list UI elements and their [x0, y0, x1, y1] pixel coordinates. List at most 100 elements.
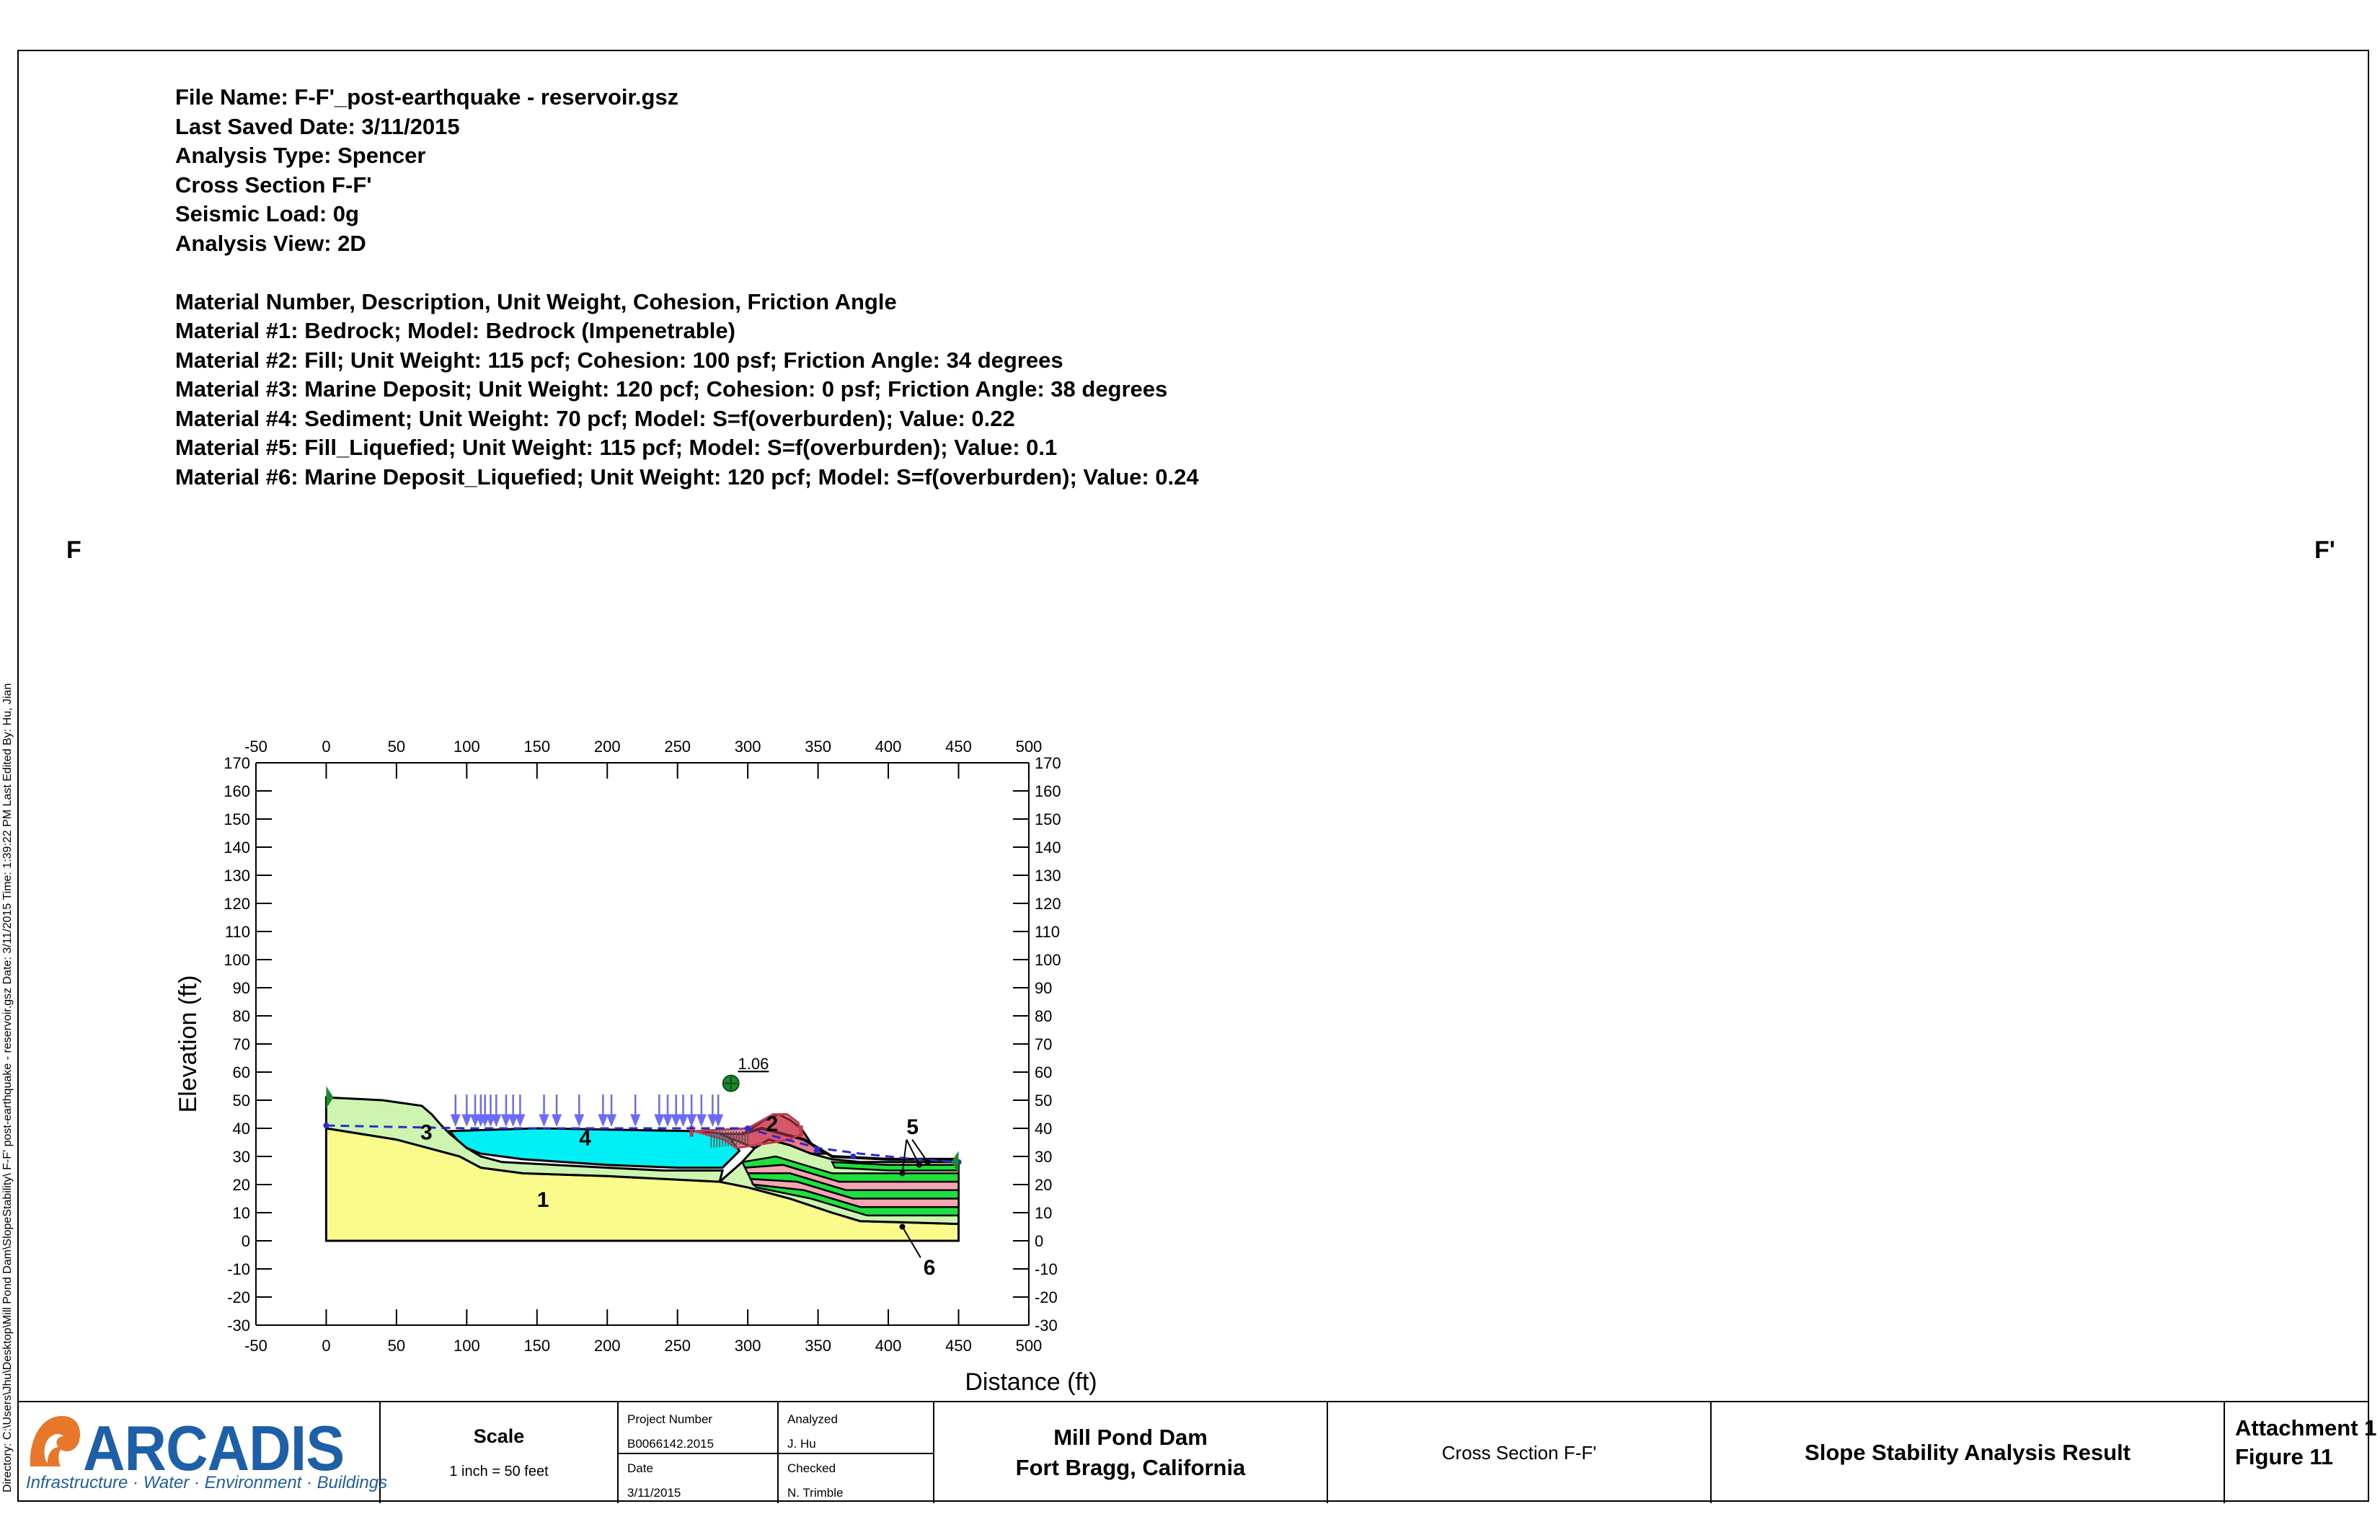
- y-tick-label-left: 90: [233, 979, 250, 997]
- x-tick-label-bottom: 450: [945, 1337, 972, 1355]
- y-tick-label-right: 150: [1035, 810, 1061, 828]
- analysis-info-block: File Name: F-F'_post-earthquake - reserv…: [175, 83, 1199, 492]
- y-tick-label-right: -30: [1035, 1316, 1058, 1335]
- material-label-3: 3: [420, 1121, 433, 1145]
- scale-label: Scale: [473, 1425, 525, 1447]
- load-arrow-head: [630, 1114, 641, 1128]
- marine-deposit-layer: [324, 1096, 725, 1183]
- x-tick-label-top: 50: [388, 738, 405, 756]
- material-leader-tip: [924, 1159, 931, 1165]
- x-tick-label-top: -50: [244, 738, 267, 756]
- y-tick-label-left: 160: [224, 782, 250, 800]
- y-tick-label-left: -30: [227, 1316, 250, 1335]
- y-axis-label: Elevation (ft): [174, 975, 202, 1113]
- right-boundary-flag: [951, 1151, 959, 1174]
- load-arrow-head: [654, 1114, 665, 1128]
- load-arrow-head: [461, 1114, 472, 1128]
- load-arrow-head: [574, 1114, 585, 1128]
- attachment-cell: Attachment 1 Figure 11: [2224, 1402, 2376, 1503]
- material-leader-tip: [899, 1223, 906, 1230]
- x-tick-label-top: 200: [594, 738, 621, 756]
- water-table-point: [850, 1154, 857, 1159]
- analyzed-value: J. Hu: [787, 1437, 816, 1451]
- x-tick-label-top: 350: [805, 738, 831, 756]
- y-tick-label-left: 60: [233, 1063, 250, 1081]
- y-tick-label-left: -20: [227, 1288, 250, 1306]
- cross-section-line: Cross Section F-F': [175, 172, 372, 198]
- checked-label: Checked: [787, 1461, 836, 1475]
- y-tick-label-left: 40: [233, 1120, 250, 1138]
- section-title: Cross Section F-F': [1441, 1441, 1597, 1464]
- material-5-line: Material #5: Fill_Liquefied; Unit Weight…: [175, 435, 1058, 460]
- x-tick-label-bottom: 0: [322, 1337, 330, 1355]
- material-3-line: Material #3: Marine Deposit; Unit Weight…: [175, 376, 1168, 402]
- y-tick-label-left: 150: [224, 810, 250, 828]
- load-arrow-head: [598, 1114, 609, 1128]
- x-tick-label-bottom: 300: [735, 1337, 761, 1355]
- x-tick-label-bottom: 150: [523, 1337, 550, 1355]
- project-number-value: B0066142.2015: [627, 1437, 715, 1451]
- y-tick-label-left: 80: [233, 1007, 250, 1025]
- material-header-line: Material Number, Description, Unit Weigh…: [175, 288, 897, 314]
- x-tick-label-top: 150: [523, 738, 550, 756]
- date-value: 3/11/2015: [627, 1486, 681, 1500]
- material-leader-line: [901, 1226, 921, 1258]
- arcadis-logo-icon: [30, 1416, 80, 1466]
- analysis-view-line: Analysis View: 2D: [175, 230, 366, 256]
- figure-label: Figure 11: [2235, 1444, 2334, 1469]
- material-6-line: Material #6: Marine Deposit_Liquefied; U…: [175, 464, 1199, 490]
- load-arrow-head: [539, 1114, 549, 1128]
- arcadis-logo-text: ARCADIS: [83, 1412, 345, 1484]
- y-tick-label-right: 130: [1035, 867, 1061, 885]
- y-tick-label-right: 80: [1035, 1007, 1052, 1025]
- seismic-load-line: Seismic Load: 0g: [175, 201, 359, 226]
- x-tick-label-bottom: 50: [388, 1337, 405, 1355]
- x-tick-label-top: 500: [1016, 738, 1043, 756]
- y-tick-label-left: 140: [224, 838, 250, 857]
- x-tick-label-bottom: 500: [1016, 1337, 1043, 1355]
- water-table-line: [326, 1124, 959, 1164]
- project-name: Mill Pond Dam: [1053, 1425, 1208, 1450]
- load-arrow-head: [450, 1114, 461, 1128]
- file-name-line: File Name: F-F'_post-earthquake - reserv…: [175, 84, 679, 110]
- y-tick-label-left: 70: [233, 1035, 250, 1053]
- y-tick-label-left: 0: [242, 1232, 250, 1250]
- y-tick-label-right: -10: [1035, 1260, 1058, 1278]
- y-tick-label-right: 30: [1035, 1148, 1052, 1166]
- material-label-1: 1: [537, 1188, 549, 1212]
- section-mark-right: F': [2314, 536, 2335, 564]
- water-table-point: [745, 1125, 751, 1131]
- section-mark-left: F: [66, 536, 81, 564]
- material-1-line: Material #1: Bedrock; Model: Bedrock (Im…: [175, 318, 735, 343]
- material-2-line: Material #2: Fill; Unit Weight: 115 pcf;…: [175, 347, 1063, 373]
- y-tick-label-right: 20: [1035, 1176, 1052, 1194]
- load-arrow-head: [696, 1114, 707, 1128]
- result-title: Slope Stability Analysis Result: [1805, 1440, 2131, 1465]
- diagram-axes: -50-500050501001001501502002002502503003…: [224, 738, 1061, 1355]
- y-tick-label-left: -10: [227, 1260, 250, 1278]
- y-tick-label-left: 120: [224, 895, 250, 913]
- checked-value: N. Trimble: [787, 1486, 844, 1500]
- saved-date-line: Last Saved Date: 3/11/2015: [175, 113, 460, 139]
- y-tick-label-right: 160: [1035, 782, 1061, 800]
- water-table-point: [813, 1148, 820, 1154]
- project-number-label: Project Number: [627, 1412, 713, 1426]
- result-cell: Slope Stability Analysis Result: [1710, 1402, 2224, 1503]
- x-tick-label-bottom: 100: [454, 1337, 480, 1355]
- y-tick-label-left: 30: [233, 1148, 250, 1166]
- date-label: Date: [627, 1461, 653, 1475]
- load-arrow-head: [552, 1114, 562, 1128]
- project-location: Fort Bragg, California: [1015, 1455, 1246, 1480]
- y-tick-label-right: 70: [1035, 1035, 1052, 1053]
- factor-of-safety-label: 1.06: [738, 1055, 769, 1073]
- y-tick-label-right: 50: [1035, 1092, 1052, 1110]
- water-table-point: [323, 1123, 329, 1129]
- material-leader-tip: [899, 1170, 906, 1177]
- y-tick-label-left: 100: [224, 951, 250, 969]
- y-tick-label-left: 10: [233, 1204, 250, 1222]
- y-tick-label-left: 50: [233, 1092, 250, 1110]
- x-tick-label-top: 250: [664, 738, 691, 756]
- title-block: Scale 1 inch = 50 feet Project Number B0…: [17, 1401, 2376, 1503]
- analyzed-cell: Analyzed J. Hu Checked N. Trimble: [777, 1402, 933, 1503]
- y-tick-label-right: 110: [1035, 923, 1060, 941]
